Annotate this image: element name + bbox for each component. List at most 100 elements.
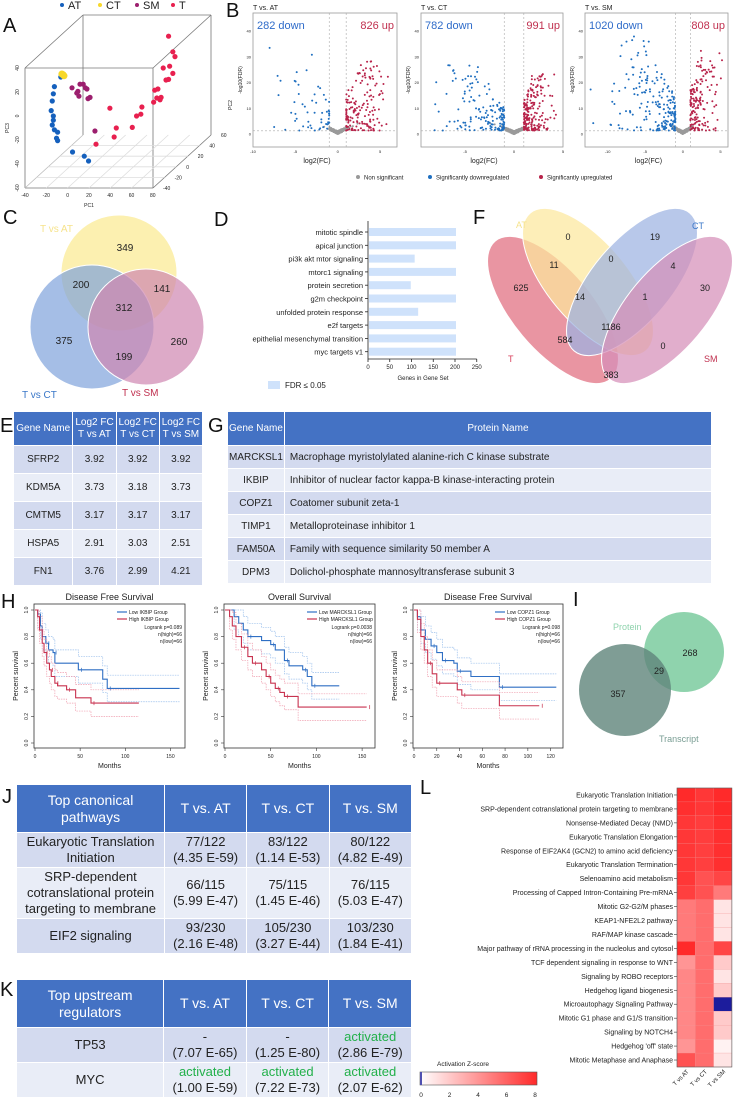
point-downregulated: [469, 120, 472, 123]
point-downregulated: [617, 124, 620, 127]
pca-point-ct: [59, 71, 67, 79]
pca-point-t: [165, 76, 172, 82]
point-upregulated: [522, 113, 525, 116]
point-downregulated: [435, 81, 438, 84]
canonical-pathways-table: Top canonical pathways T vs. AT T vs. CT T …: [16, 784, 412, 954]
x-tick-label: 50: [77, 754, 83, 760]
point-upregulated: [530, 82, 533, 85]
pc1-tick-label: 60: [129, 193, 135, 199]
p-value: (2.16 E-48): [173, 936, 239, 951]
point-downregulated: [466, 85, 469, 88]
colorbar: [419, 1071, 538, 1086]
venn-set-label: T vs AT: [40, 224, 73, 235]
point-downregulated: [502, 127, 505, 130]
heatmap-cell: [695, 997, 714, 1012]
point-nonsignificant: [332, 129, 335, 132]
table-row: TP53- (7.07 E-65) - (1.25 E-80) activated (2.…: [17, 1028, 411, 1062]
point-upregulated: [527, 122, 530, 125]
heatmap-column-label: T vs SM: [707, 1069, 727, 1089]
point-downregulated: [472, 99, 475, 102]
pca-point-at: [48, 108, 54, 114]
point-upregulated: [698, 124, 701, 127]
fold-change-cell: 2.99: [116, 558, 159, 585]
heatmap-cell: [713, 829, 732, 844]
point-upregulated: [523, 98, 526, 101]
point-upregulated: [693, 104, 696, 107]
point-upregulated: [530, 93, 533, 96]
point-upregulated: [361, 120, 364, 123]
point-downregulated: [474, 75, 477, 78]
point-downregulated: [328, 100, 331, 103]
panel-letter-l: L: [420, 777, 432, 799]
pc3-tick-label: -40: [15, 160, 21, 167]
y-axis-label: -log10(FDR): [406, 66, 412, 94]
survival-plot-3: Disease Free Survival 0.0 0.2 0.4 0.6 0.8 1.0 0…: [392, 592, 564, 770]
heatmap-cell: [713, 955, 732, 970]
survival-plot-2: Overall Survival 0.0 0.2 0.4 0.6 0.8 1.0 0 50 100…: [203, 592, 376, 770]
legend-label-t: T: [179, 0, 186, 12]
bar: [369, 254, 415, 263]
x-axis-label: log2(FC): [303, 158, 330, 165]
logrank-p-value: Logrank p=0.089: [144, 625, 182, 631]
fold-change-cell: 3.17: [116, 502, 159, 529]
point-upregulated: [689, 89, 692, 92]
heatmap-cell: [695, 913, 714, 928]
fold-change-cell: 2.91: [73, 530, 116, 557]
point-downregulated: [671, 91, 674, 94]
point-downregulated: [666, 103, 669, 106]
point-downregulated: [470, 95, 473, 98]
point-upregulated: [700, 78, 703, 81]
value-main: activated: [344, 1064, 397, 1079]
point-downregulated: [498, 116, 501, 119]
venn-set-label: AT: [516, 220, 527, 230]
point-upregulated: [691, 88, 694, 91]
point-downregulated: [652, 129, 655, 132]
p-value: (1.00 E-59): [172, 1080, 238, 1095]
venn-set-label: SM: [704, 354, 718, 364]
fold-change-cell: 3.73: [159, 474, 202, 501]
point-downregulated: [636, 54, 639, 57]
point-downregulated: [621, 127, 624, 130]
pca-point-at: [55, 129, 61, 135]
point-nonsignificant: [335, 130, 338, 133]
point-upregulated: [547, 84, 550, 87]
point-downregulated: [673, 101, 676, 104]
heatmap-cell: [695, 801, 714, 817]
value-cell: activated (1.00 E-59): [164, 1063, 246, 1097]
pca-point-t: [107, 105, 113, 111]
pca-point-t: [111, 134, 117, 140]
point-upregulated: [353, 101, 356, 104]
point-upregulated: [381, 92, 384, 95]
heatmap-row-label: TCF dependent signaling in response to W…: [531, 960, 674, 967]
value-cell: 105/230 (3.27 E-44): [247, 919, 329, 953]
point-downregulated: [490, 109, 493, 112]
column-header: T vs. AT: [164, 980, 246, 1027]
heatmap-cell: [695, 885, 714, 900]
bar: [369, 267, 456, 276]
heatmap-cell: [676, 857, 696, 872]
point-nonsignificant: [330, 128, 333, 131]
pc3-tick-label: 40: [15, 65, 21, 71]
point-downregulated: [477, 117, 480, 120]
point-downregulated: [645, 118, 648, 121]
point-downregulated: [483, 85, 486, 88]
p-value: (2.86 E-79): [337, 1045, 403, 1060]
point-upregulated: [357, 112, 360, 115]
logrank-p-value: Logrank p=0.098: [522, 625, 560, 631]
gene-name-cell: FAM50A: [228, 538, 284, 560]
point-downregulated: [491, 119, 494, 122]
point-downregulated: [662, 120, 665, 123]
point-downregulated: [268, 46, 271, 49]
n-high-label: n(high)=66: [536, 632, 560, 638]
point-downregulated: [297, 92, 300, 95]
point-downregulated: [662, 128, 665, 131]
point-downregulated: [468, 89, 471, 92]
legend-label-at: AT: [68, 0, 82, 12]
point-upregulated: [714, 127, 717, 130]
point-downregulated: [464, 77, 467, 80]
y-tick-label: 0.4: [403, 686, 409, 693]
pca-point-sm: [85, 96, 91, 102]
point-downregulated: [661, 125, 664, 128]
heatmap-cell: [695, 857, 714, 872]
n-high-label: n(high)=66: [348, 632, 372, 638]
